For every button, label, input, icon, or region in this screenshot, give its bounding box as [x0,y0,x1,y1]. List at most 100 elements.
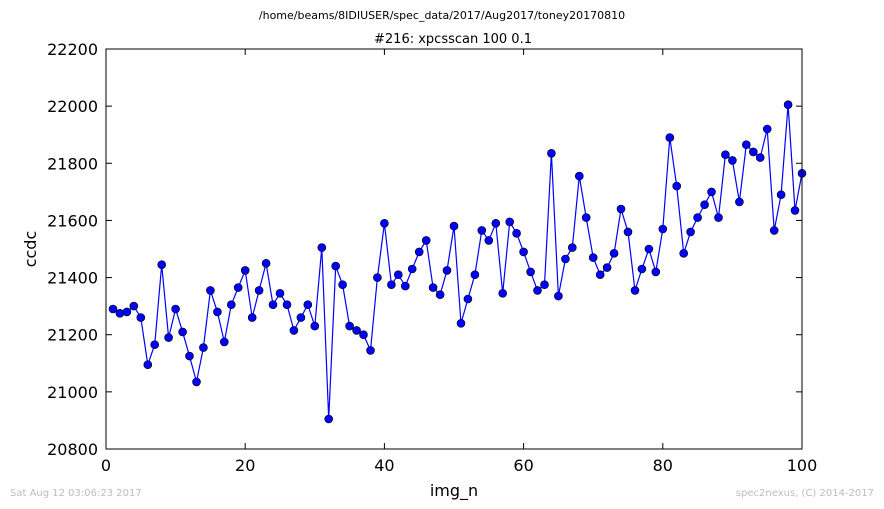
data-point [442,266,452,275]
data-point [790,206,800,215]
data-point [623,227,633,237]
data-point [540,280,549,290]
data-point [275,288,285,298]
data-point [533,286,542,295]
data-point [672,181,682,191]
data-point [108,304,118,314]
y-tick-label: 21600 [47,211,98,230]
data-point [491,219,501,228]
data-point [129,301,139,311]
chart-title: #216: xpcsscan 100 0.1 [374,32,532,47]
data-point [150,340,159,350]
data-point [748,147,758,157]
data-point [407,264,417,274]
data-point [303,300,313,310]
data-point [192,377,201,387]
data-point [393,270,403,280]
data-point [317,243,327,252]
data-point [512,229,521,238]
data-point [700,200,709,209]
data-point [721,150,730,159]
data-point [268,300,278,310]
data-point [282,300,292,310]
data-point [115,308,125,318]
y-tick-label: 21200 [47,326,98,345]
data-point [630,286,640,295]
data-point [595,270,605,280]
x-tick-label: 20 [235,456,255,475]
data-point [470,270,480,280]
axis-tick-labels: 0 20 40 60 80 100 20800 21000 21200 21400 21600 218… [47,40,817,475]
plot-frame [105,48,803,450]
data-point [164,333,173,342]
y-axis-label: ccdc [21,231,40,268]
data-point [561,254,570,264]
data-point [609,249,619,258]
data-point [359,330,368,340]
data-point [171,304,180,314]
data-point [714,213,723,222]
data-point [400,281,410,291]
data-point [693,213,702,222]
data-point [679,249,689,258]
data-point [289,326,299,335]
footer-credit: spec2nexus, (C) 2014-2017 [735,488,874,499]
data-point [547,149,556,158]
data-point [484,236,494,245]
data-point [227,300,236,310]
data-point [526,267,535,277]
data-point [213,307,222,317]
y-tick-label: 21000 [47,383,98,402]
data-point [588,253,598,262]
data-point [254,286,264,295]
data-point [463,294,473,304]
data-point [345,321,354,331]
data-point [741,140,751,149]
x-axis-label: img_n [430,481,478,501]
data-point [178,327,187,337]
series-line [112,104,803,420]
data-point [380,219,389,228]
data-points [108,100,807,424]
data-point [728,156,737,165]
plot-area [106,49,802,449]
data-point [574,171,584,181]
data-point [373,273,382,282]
data-point [567,243,577,252]
data-point [143,360,153,370]
data-point [449,221,459,231]
data-point [296,313,306,322]
data-point [338,280,347,290]
x-tick-label: 0 [101,456,111,475]
data-point [686,227,695,237]
x-tick-label: 100 [787,456,818,475]
data-point [387,280,396,290]
data-point [505,217,515,227]
data-point [233,283,243,292]
data-point [651,267,661,277]
y-tick-label: 21800 [47,154,98,173]
x-tick-label: 40 [374,456,394,475]
data-point [783,100,793,109]
data-point [616,204,626,214]
y-tick-label: 22000 [47,97,98,116]
data-point [581,213,591,222]
data-point [602,263,612,272]
data-point [220,337,229,347]
data-point [366,346,375,355]
data-point [206,286,215,295]
data-point [331,261,341,271]
data-point [157,260,166,270]
data-point [185,351,194,361]
data-point [477,226,487,235]
data-point [261,258,271,268]
data-point [310,321,320,331]
y-tick-label: 20800 [47,440,98,459]
data-point [428,283,438,292]
data-point [762,124,772,134]
data-point [414,247,424,257]
data-point [352,326,361,335]
data-point [776,190,786,199]
data-point [240,266,250,275]
